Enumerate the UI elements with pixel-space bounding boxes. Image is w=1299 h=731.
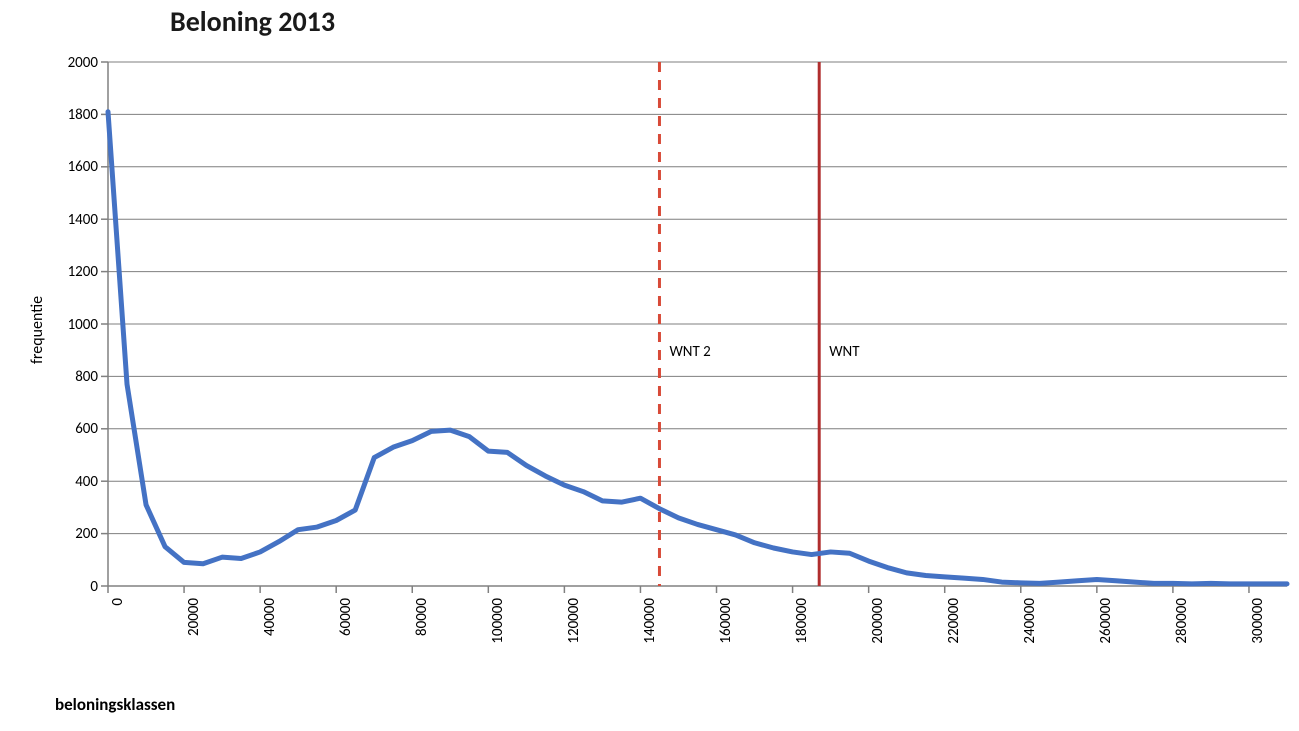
y-tick-label: 800 (48, 368, 98, 386)
x-tick-label: 160000 (717, 598, 735, 688)
x-tick-label: 180000 (793, 598, 811, 688)
y-tick-label: 1600 (48, 158, 98, 176)
reference-line-label: WNT 2 (669, 343, 710, 361)
y-tick-label: 600 (48, 420, 98, 438)
y-tick-label: 1200 (48, 263, 98, 281)
y-tick-label: 1000 (48, 316, 98, 334)
y-tick-label: 2000 (48, 54, 98, 72)
x-tick-label: 140000 (641, 598, 659, 688)
x-tick-label: 120000 (565, 598, 583, 688)
x-tick-label: 300000 (1249, 598, 1267, 688)
x-tick-label: 260000 (1097, 598, 1115, 688)
x-tick-label: 60000 (337, 598, 355, 688)
y-tick-label: 1400 (48, 211, 98, 229)
x-tick-label: 40000 (261, 598, 279, 688)
x-tick-label: 280000 (1173, 598, 1191, 688)
x-tick-label: 100000 (489, 598, 507, 688)
x-tick-label: 240000 (1021, 598, 1039, 688)
y-tick-label: 400 (48, 473, 98, 491)
y-tick-label: 200 (48, 525, 98, 543)
x-tick-label: 0 (109, 598, 127, 688)
x-tick-label: 20000 (185, 598, 203, 688)
y-tick-label: 0 (48, 578, 98, 596)
reference-line-label: WNT (829, 343, 859, 361)
x-tick-label: 220000 (945, 598, 963, 688)
y-tick-label: 1800 (48, 106, 98, 124)
x-tick-label: 200000 (869, 598, 887, 688)
x-tick-label: 80000 (413, 598, 431, 688)
